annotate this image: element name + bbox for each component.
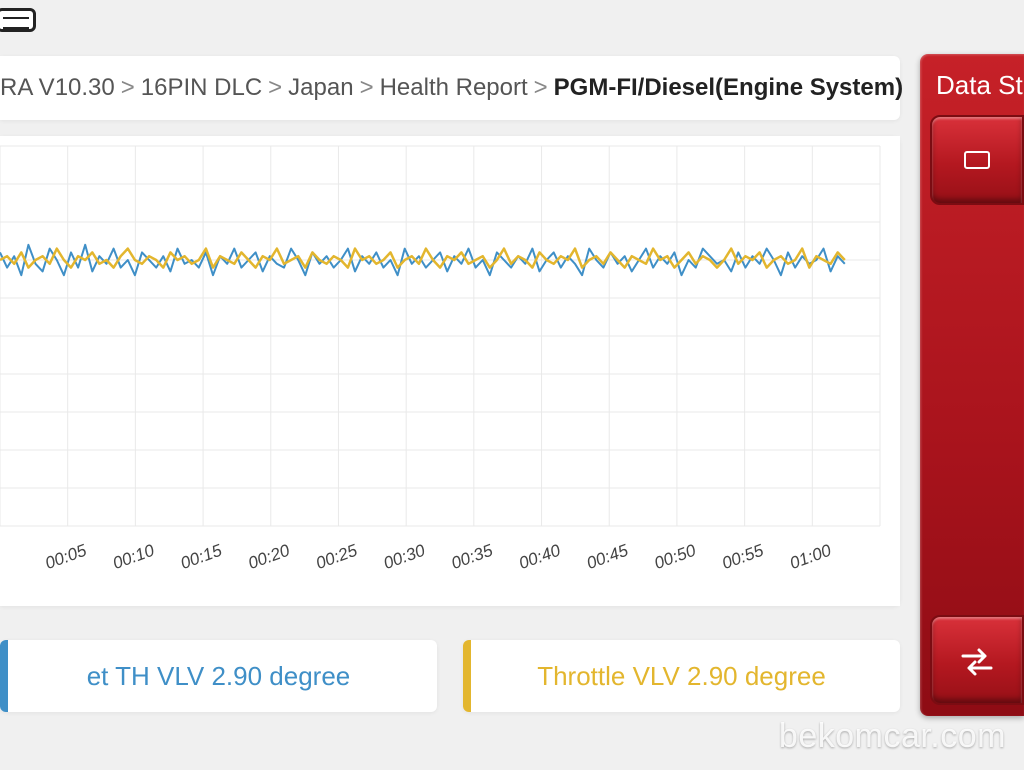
topbar: [0, 0, 36, 40]
obd-connector-icon: [0, 8, 36, 32]
breadcrumb-separator: >: [121, 74, 135, 102]
chart-panel: 00:0500:1000:1500:2000:2500:3000:3500:40…: [0, 136, 900, 606]
data-stream-chart: 00:0500:1000:1500:2000:2500:3000:3500:40…: [0, 136, 900, 606]
breadcrumb-separator: >: [268, 74, 282, 102]
side-button-top-icon: [955, 138, 999, 182]
breadcrumb: RA V10.30>16PIN DLC>Japan>Health Report>…: [0, 56, 900, 120]
watermark: bekomcar.com: [779, 717, 1006, 756]
legend-item[interactable]: Throttle VLV 2.90 degree: [463, 640, 900, 712]
breadcrumb-segment[interactable]: 16PIN DLC: [141, 74, 262, 102]
breadcrumb-current: PGM-FI/Diesel(Engine System): [554, 74, 903, 102]
side-panel-title: Data St: [930, 64, 1024, 115]
breadcrumb-separator: >: [360, 74, 374, 102]
side-panel: Data St: [920, 54, 1024, 716]
side-spacer: [930, 215, 1024, 615]
legend-item[interactable]: et TH VLV 2.90 degree: [0, 640, 437, 712]
legend-row: et TH VLV 2.90 degree Throttle VLV 2.90 d…: [0, 640, 900, 712]
breadcrumb-separator: >: [534, 74, 548, 102]
breadcrumb-segment[interactable]: Japan: [288, 74, 353, 102]
breadcrumb-segment[interactable]: Health Report: [380, 74, 528, 102]
legend-color-bar: [463, 640, 471, 712]
legend-color-bar: [0, 640, 8, 712]
swap-icon: [955, 638, 999, 682]
legend-label: et TH VLV 2.90 degree: [87, 661, 351, 692]
legend-label: Throttle VLV 2.90 degree: [537, 661, 826, 692]
side-button-top[interactable]: [930, 115, 1024, 205]
side-button-bottom[interactable]: [930, 615, 1024, 705]
breadcrumb-segment[interactable]: RA V10.30: [0, 74, 115, 102]
